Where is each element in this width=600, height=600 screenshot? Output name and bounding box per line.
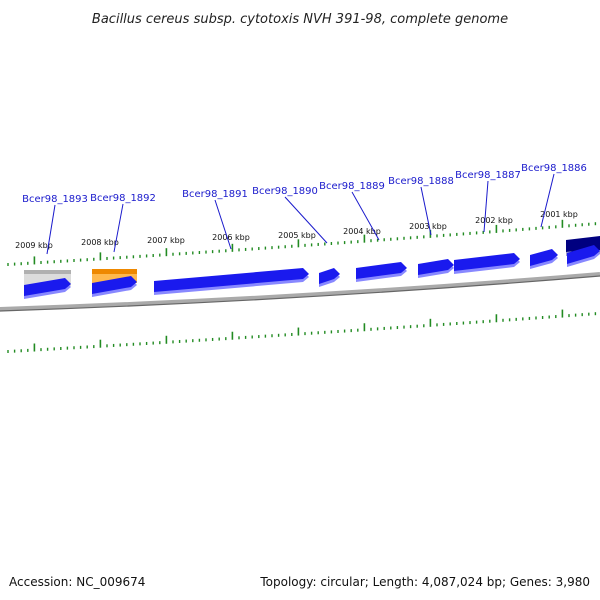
- cds-arrow: [24, 278, 71, 296]
- feature-orange-shadow: [92, 272, 137, 283]
- scale-labels: 2009 kbp 2008 kbp 2007 kbp 2006 kbp 2005…: [15, 210, 578, 250]
- scale-label-2004: 2004 kbp: [343, 227, 381, 236]
- genome-summary-text: Topology: circular; Length: 4,087,024 bp…: [259, 575, 590, 589]
- gene-label-bcer98-1890: Bcer98_1890: [252, 186, 318, 197]
- scale-label-2007: 2007 kbp: [147, 236, 185, 245]
- cds-arrow: [567, 245, 600, 264]
- leader-bcer98-1889: [351, 191, 380, 241]
- feature-orange: [92, 269, 137, 274]
- scale-ticks-upper: [7, 219, 597, 266]
- scale-label-2001: 2001 kbp: [540, 210, 578, 219]
- cds-arrows: [24, 245, 600, 299]
- leader-bcer98-1892: [113, 203, 124, 253]
- gene-label-bcer98-1892: Bcer98_1892: [90, 193, 156, 204]
- leader-bcer98-1886: [540, 173, 555, 228]
- cds-arrow: [530, 249, 558, 266]
- cds-arrow: [356, 262, 407, 279]
- scale-label-2005: 2005 kbp: [278, 231, 316, 240]
- map-title: Bacillus cereus subsp. cytotoxis NVH 391…: [92, 12, 508, 27]
- cds-arrow: [154, 268, 309, 292]
- genome-backbone: [0, 272, 600, 311]
- gene-labels: Bcer98_1893 Bcer98_1892 Bcer98_1891 Bcer…: [22, 163, 587, 205]
- gene-label-bcer98-1889: Bcer98_1889: [319, 181, 385, 192]
- cds-arrow: [454, 253, 520, 271]
- accession-text: Accession: NC_009674: [9, 575, 145, 589]
- scale-label-2006: 2006 kbp: [212, 233, 250, 242]
- scale-label-2003: 2003 kbp: [409, 222, 447, 231]
- leader-bcer98-1890: [284, 196, 328, 244]
- scale-ticks-lower: [7, 309, 597, 353]
- genome-backbone-edge: [0, 275, 600, 312]
- gene-leader-lines: [46, 173, 555, 255]
- gene-label-bcer98-1891: Bcer98_1891: [182, 189, 248, 200]
- leader-bcer98-1888: [420, 186, 432, 236]
- scale-label-2009: 2009 kbp: [15, 241, 53, 250]
- leader-bcer98-1893: [46, 204, 56, 255]
- gene-label-bcer98-1888: Bcer98_1888: [388, 176, 454, 187]
- scale-label-2008: 2008 kbp: [81, 238, 119, 247]
- cds-arrow: [92, 276, 137, 294]
- leader-bcer98-1887: [483, 180, 489, 233]
- gene-label-bcer98-1886: Bcer98_1886: [521, 163, 587, 174]
- scale-label-2002: 2002 kbp: [475, 216, 513, 225]
- leader-bcer98-1891: [214, 199, 232, 250]
- gene-label-bcer98-1893: Bcer98_1893: [22, 194, 88, 205]
- gene-label-bcer98-1887: Bcer98_1887: [455, 170, 521, 181]
- cds-arrow: [319, 268, 340, 284]
- feature-gray: [24, 270, 71, 274]
- cds-arrow: [418, 259, 454, 275]
